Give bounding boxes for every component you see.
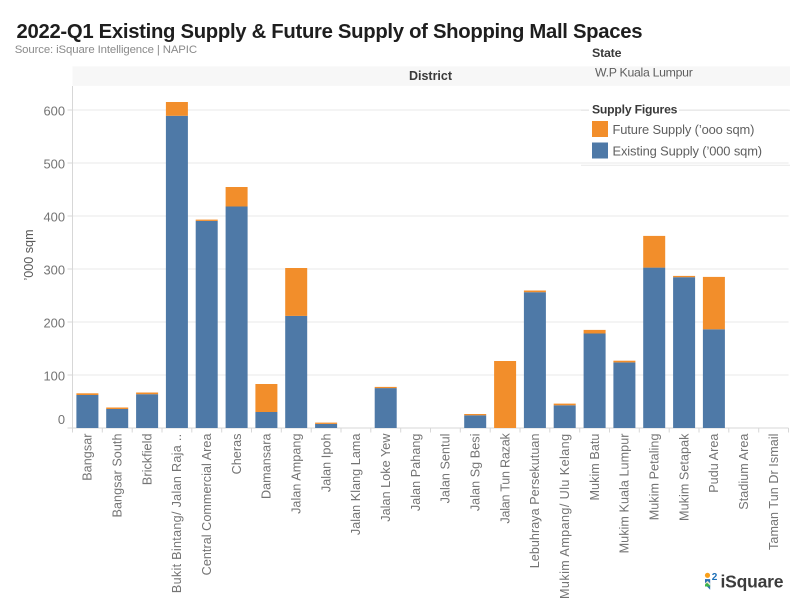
svg-text:Supply Figures: Supply Figures <box>592 103 678 117</box>
svg-text:Central Commercial Area: Central Commercial Area <box>200 434 214 576</box>
svg-text:200: 200 <box>43 315 65 330</box>
svg-text:Jalan Loke Yew: Jalan Loke Yew <box>379 433 393 522</box>
svg-text:400: 400 <box>43 209 65 224</box>
svg-text:Lebuhraya Persekutuan: Lebuhraya Persekutuan <box>528 434 542 569</box>
svg-text:Jalan Ampang: Jalan Ampang <box>289 434 303 514</box>
svg-text:100: 100 <box>43 368 65 383</box>
svg-text:Mukim Batu: Mukim Batu <box>588 434 602 501</box>
svg-text:500: 500 <box>43 156 65 171</box>
svg-text:W.P Kuala Lumpur: W.P Kuala Lumpur <box>595 65 693 79</box>
svg-text:’000 sqm: ’000 sqm <box>22 229 36 280</box>
svg-text:2022-Q1 Existing Supply & Futu: 2022-Q1 Existing Supply & Future Supply … <box>17 21 643 43</box>
svg-text:Bangsar South: Bangsar South <box>110 434 124 518</box>
svg-text:District: District <box>409 69 453 83</box>
svg-text:Cheras: Cheras <box>230 434 244 475</box>
svg-text:Source: iSquare Intelligence |: Source: iSquare Intelligence | NAPIC <box>15 44 197 56</box>
svg-text:600: 600 <box>43 103 65 118</box>
svg-text:Mukim Setapak: Mukim Setapak <box>677 433 691 521</box>
svg-text:Damansara: Damansara <box>260 434 274 500</box>
svg-text:State: State <box>592 46 622 60</box>
svg-text:Jalan Sentul: Jalan Sentul <box>439 434 453 504</box>
svg-text:Jalan Ipoh: Jalan Ipoh <box>319 434 333 493</box>
svg-text:Bangsar: Bangsar <box>81 434 95 481</box>
svg-text:Jalan Sg Besi: Jalan Sg Besi <box>468 434 482 512</box>
svg-text:Future Supply (’ooo sqm): Future Supply (’ooo sqm) <box>613 122 755 137</box>
svg-text:Stadium Area: Stadium Area <box>737 434 751 510</box>
svg-text:iSquare: iSquare <box>721 572 784 592</box>
svg-text:0: 0 <box>58 412 65 427</box>
svg-text:Mukim Kuala Lumpur: Mukim Kuala Lumpur <box>618 434 632 554</box>
svg-text:Jalan Tun Razak: Jalan Tun Razak <box>498 433 512 524</box>
svg-text:Jalan Klang Lama: Jalan Klang Lama <box>349 434 363 536</box>
svg-text:Brickfield: Brickfield <box>140 434 154 486</box>
svg-text:Taman Tun Dr Ismail: Taman Tun Dr Ismail <box>767 434 781 550</box>
svg-text:Pudu Area: Pudu Area <box>707 434 721 493</box>
svg-text:Mukim Ampang/ Ulu Kelang: Mukim Ampang/ Ulu Kelang <box>558 434 572 599</box>
svg-text:Existing Supply (’000 sqm): Existing Supply (’000 sqm) <box>613 143 762 158</box>
svg-text:Mukim Petaling: Mukim Petaling <box>647 434 661 521</box>
svg-text:2: 2 <box>712 572 718 583</box>
svg-text:Jalan Pahang: Jalan Pahang <box>409 434 423 512</box>
svg-text:Bukit Bintang/ Jalan Raja ..: Bukit Bintang/ Jalan Raja .. <box>170 434 184 594</box>
svg-text:300: 300 <box>43 262 65 277</box>
